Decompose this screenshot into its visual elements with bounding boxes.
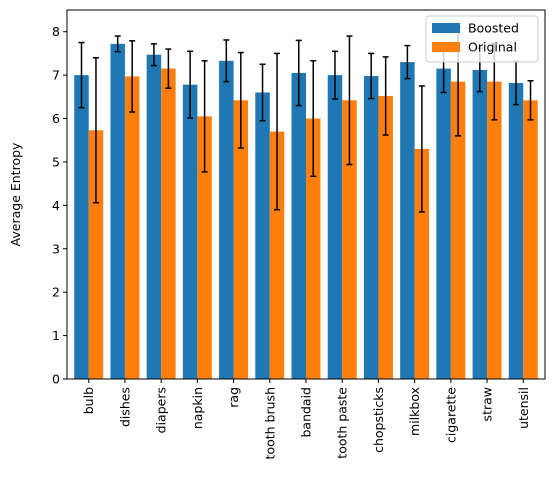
y-tick-label: 2 [52, 285, 60, 300]
bar-boosted-milkbox [400, 62, 415, 379]
error-bar-original-rag [237, 51, 244, 149]
bar-original-rag [233, 100, 249, 379]
error-bar-boosted-rag [223, 39, 230, 83]
bar-boosted-bandaid [291, 72, 306, 380]
y-tick-label: 1 [52, 328, 60, 343]
bar-boosted-utensil [508, 82, 524, 379]
y-tick-label: 4 [52, 198, 60, 213]
legend-swatch-original [432, 42, 460, 52]
error-bar-boosted-napkin [187, 50, 194, 119]
error-bar-original-milkbox [418, 85, 425, 213]
y-axis: 0 1 2 3 4 5 6 7 8 [52, 24, 67, 387]
error-bar-boosted-bulb [78, 41, 85, 109]
bar-original-milkbox [414, 148, 430, 379]
legend: Boosted Original [425, 15, 539, 63]
x-tick-label: cigarette [443, 387, 458, 443]
x-tick-label: bulb [81, 387, 96, 414]
bar-boosted-cigarette [436, 68, 451, 379]
x-tick-label: straw [480, 387, 495, 421]
error-bar-original-bandaid [310, 60, 317, 178]
bar-boosted-chopsticks [363, 75, 379, 379]
legend-swatch-boosted [432, 23, 460, 33]
error-bar-original-dishes [129, 40, 136, 113]
y-tick-label: 6 [52, 111, 60, 126]
bar-original-diapers [161, 68, 176, 379]
error-bar-original-utensil [527, 80, 534, 121]
y-tick-label: 0 [52, 372, 60, 387]
error-bar-boosted-tooth-paste [331, 50, 338, 100]
x-tick-label: dishes [117, 387, 132, 427]
bar-original-bulb [88, 130, 104, 379]
y-tick-label: 8 [52, 24, 60, 39]
x-tick-label: tooth brush [262, 387, 277, 459]
error-bar-original-diapers [165, 48, 172, 89]
error-bar-original-napkin [201, 60, 208, 173]
error-bar-original-bulb [92, 57, 99, 204]
y-axis-label: Average Entropy [8, 142, 23, 246]
bars-group [74, 43, 538, 380]
error-bar-boosted-tooth-brush [259, 63, 266, 122]
error-bar-original-tooth-brush [274, 52, 281, 211]
bar-original-chopsticks [378, 95, 393, 379]
x-tick-label: rag [226, 387, 241, 408]
bar-boosted-straw [472, 69, 488, 379]
y-tick-label: 5 [52, 154, 60, 169]
error-bar-boosted-milkbox [404, 44, 411, 80]
x-tick-label: milkbox [407, 387, 422, 436]
error-bar-boosted-dishes [114, 35, 121, 53]
y-tick-label: 3 [52, 241, 60, 256]
bar-boosted-dishes [110, 43, 125, 379]
bar-original-napkin [197, 116, 212, 379]
bar-original-utensil [523, 100, 538, 379]
x-tick-label: bandaid [299, 387, 314, 438]
error-bar-boosted-chopsticks [368, 52, 375, 100]
bar-original-bandaid [306, 118, 321, 379]
bar-boosted-tooth-paste [327, 75, 343, 379]
error-bar-original-tooth-paste [346, 35, 353, 166]
legend-label-boosted: Boosted [468, 21, 519, 36]
bar-boosted-napkin [182, 84, 198, 379]
y-tick-label: 7 [52, 68, 60, 83]
bar-boosted-tooth-brush [255, 92, 270, 379]
bar-boosted-bulb [74, 75, 89, 379]
bar-original-tooth-brush [269, 131, 285, 379]
bar-original-straw [487, 81, 502, 380]
legend-label-original: Original [468, 40, 517, 55]
error-bar-original-chopsticks [382, 56, 389, 136]
x-tick-label: diapers [154, 387, 169, 433]
bar-original-tooth-paste [342, 100, 357, 379]
bar-boosted-diapers [146, 54, 162, 380]
bar-original-dishes [124, 76, 140, 380]
error-bar-boosted-bandaid [295, 39, 302, 107]
x-axis: bulb dishes diapers napkin rag tooth brush ban… [81, 379, 531, 459]
bar-original-cigarette [450, 81, 466, 380]
x-tick-label: utensil [516, 387, 531, 429]
x-tick-label: tooth paste [335, 387, 350, 459]
x-tick-label: napkin [190, 387, 205, 429]
error-bar-boosted-diapers [150, 43, 157, 67]
bar-boosted-rag [219, 60, 234, 380]
x-tick-label: chopsticks [371, 387, 386, 453]
